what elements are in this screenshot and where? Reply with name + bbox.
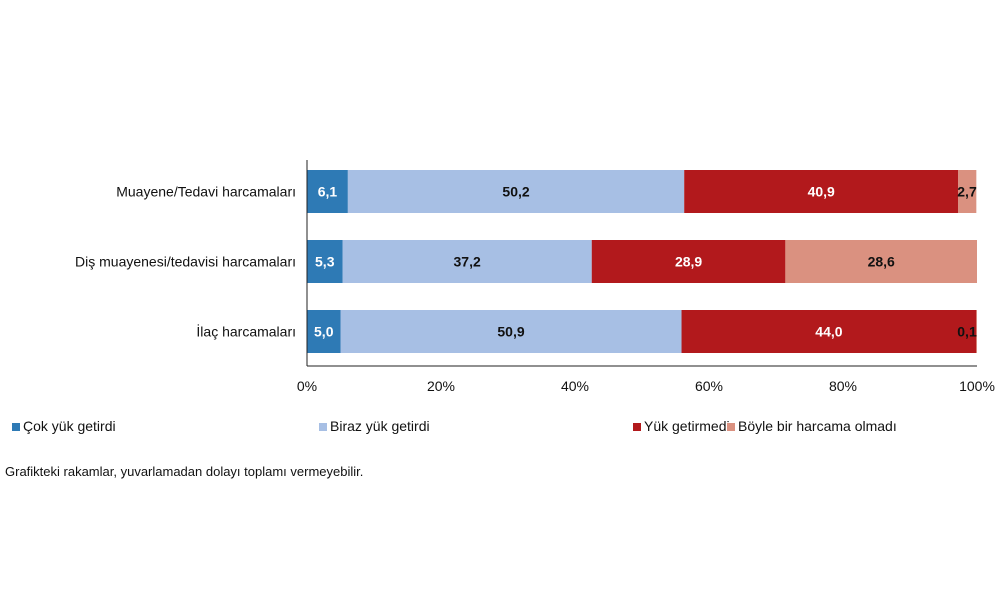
data-label: 44,0	[815, 324, 842, 340]
bar-segment	[591, 240, 786, 283]
bar-segment	[681, 310, 977, 353]
bar-segment	[307, 170, 348, 213]
data-label: 37,2	[454, 254, 481, 270]
bar-segment	[342, 240, 592, 283]
legend-swatch	[12, 423, 20, 431]
category-label: Diş muayenesi/tedavisi harcamaları	[75, 254, 296, 270]
data-label: 5,0	[314, 324, 334, 340]
footnote: Grafikteki rakamlar, yuvarlamadan dolayı…	[5, 464, 363, 479]
bar-segment	[958, 170, 977, 213]
x-tick-label: 60%	[695, 378, 723, 394]
x-tick-label: 40%	[561, 378, 589, 394]
legend-label: Biraz yük getirdi	[330, 418, 430, 434]
data-label: 50,9	[497, 324, 524, 340]
x-tick-label: 20%	[427, 378, 455, 394]
x-tick-label: 0%	[297, 378, 317, 394]
bar-segment	[307, 310, 341, 353]
legend-swatch	[727, 423, 735, 431]
data-label: 0,1	[957, 324, 977, 340]
data-label: 5,3	[315, 254, 335, 270]
bar-segment	[785, 240, 977, 283]
bar-segment	[684, 170, 959, 213]
data-label: 6,1	[318, 184, 338, 200]
data-label: 2,7	[957, 184, 977, 200]
bar-segment	[347, 170, 685, 213]
category-label: İlaç harcamaları	[196, 323, 296, 340]
data-label: 28,6	[868, 254, 895, 270]
data-label: 50,2	[502, 184, 529, 200]
bar-segment	[976, 310, 977, 353]
legend-label: Böyle bir harcama olmadı	[738, 418, 897, 434]
legend-swatch	[633, 423, 641, 431]
legend-swatch	[319, 423, 327, 431]
data-label: 28,9	[675, 254, 702, 270]
legend-label: Yük getirmedi	[644, 418, 730, 434]
x-tick-label: 80%	[829, 378, 857, 394]
legend-label: Çok yük getirdi	[23, 418, 116, 434]
bar-segment	[307, 240, 343, 283]
category-label: Muayene/Tedavi harcamaları	[116, 184, 296, 200]
bar-segment	[340, 310, 682, 353]
x-tick-label: 100%	[959, 378, 995, 394]
data-label: 40,9	[808, 184, 835, 200]
